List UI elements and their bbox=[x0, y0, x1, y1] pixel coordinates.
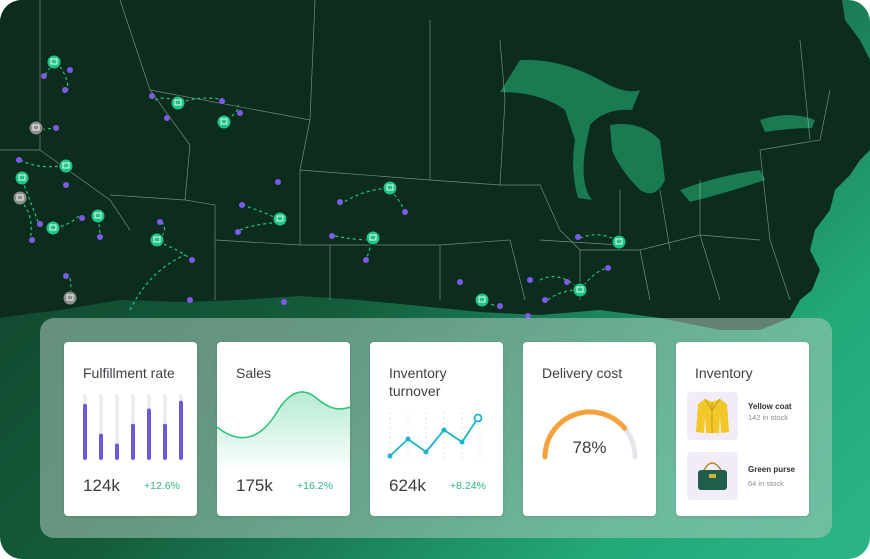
inventory-item-name: Yellow coat bbox=[748, 402, 792, 411]
map-lake bbox=[680, 170, 765, 202]
turnover-line bbox=[389, 417, 479, 457]
sales-card[interactable]: Sales 175k +16.2% bbox=[217, 342, 350, 516]
bar-track bbox=[115, 394, 119, 460]
bar bbox=[99, 433, 103, 460]
bar bbox=[83, 403, 87, 460]
card-title: Fulfillment rate bbox=[83, 365, 175, 381]
map-land bbox=[0, 0, 870, 330]
map-lake bbox=[610, 124, 665, 194]
card-title: Sales bbox=[236, 365, 272, 381]
map-lake bbox=[760, 115, 815, 132]
map-canada bbox=[450, 0, 800, 60]
delivery-gauge bbox=[542, 409, 638, 460]
bar bbox=[131, 423, 135, 460]
bar bbox=[115, 443, 119, 460]
inventory-item-stock: 142 in stock bbox=[748, 413, 789, 422]
sales-area bbox=[217, 392, 350, 472]
turnover-endpoint bbox=[473, 413, 483, 423]
green-purse-icon[interactable] bbox=[687, 452, 738, 500]
kpi-value: 624k bbox=[389, 476, 426, 495]
kpi-value: 124k bbox=[83, 476, 120, 495]
gauge-percent: 78% bbox=[572, 438, 607, 457]
kpi-delta: +8.24% bbox=[450, 480, 486, 492]
inventory-item-stock: 64 in stock bbox=[748, 479, 784, 488]
bar bbox=[147, 408, 151, 460]
bar bbox=[163, 423, 167, 460]
sales-line bbox=[217, 391, 350, 439]
inventory-item-name: Green purse bbox=[748, 465, 796, 474]
state-borders bbox=[0, 0, 831, 301]
kpi-delta: +16.2% bbox=[297, 480, 333, 492]
turnover-card[interactable]: Inventory turnover 624k +8.24% bbox=[370, 342, 503, 516]
gauge-fill bbox=[542, 409, 628, 460]
card-title: Delivery cost bbox=[542, 365, 623, 381]
kpi-delta: +12.6% bbox=[144, 480, 180, 492]
card-title: Inventory bbox=[695, 365, 753, 381]
turnover-line-chart bbox=[387, 412, 483, 460]
bar bbox=[179, 400, 183, 460]
map-lake bbox=[500, 59, 640, 201]
kpi-value: 175k bbox=[236, 476, 273, 495]
fulfillment-bar-chart bbox=[83, 394, 183, 460]
delivery-card[interactable]: Delivery cost 78% bbox=[523, 342, 656, 516]
fulfillment-card[interactable]: Fulfillment rate 124k +12.6% bbox=[64, 342, 197, 516]
sales-area-chart bbox=[217, 391, 350, 472]
card-title: Inventory turnover bbox=[389, 365, 447, 399]
yellow-coat-icon[interactable] bbox=[687, 392, 738, 440]
turnover-points bbox=[387, 427, 465, 459]
inventory-card[interactable]: Inventory Yellow coat 142 in stock Green… bbox=[676, 342, 809, 516]
customer-dots bbox=[16, 67, 611, 319]
shop-pin-icon[interactable] bbox=[12, 54, 627, 308]
